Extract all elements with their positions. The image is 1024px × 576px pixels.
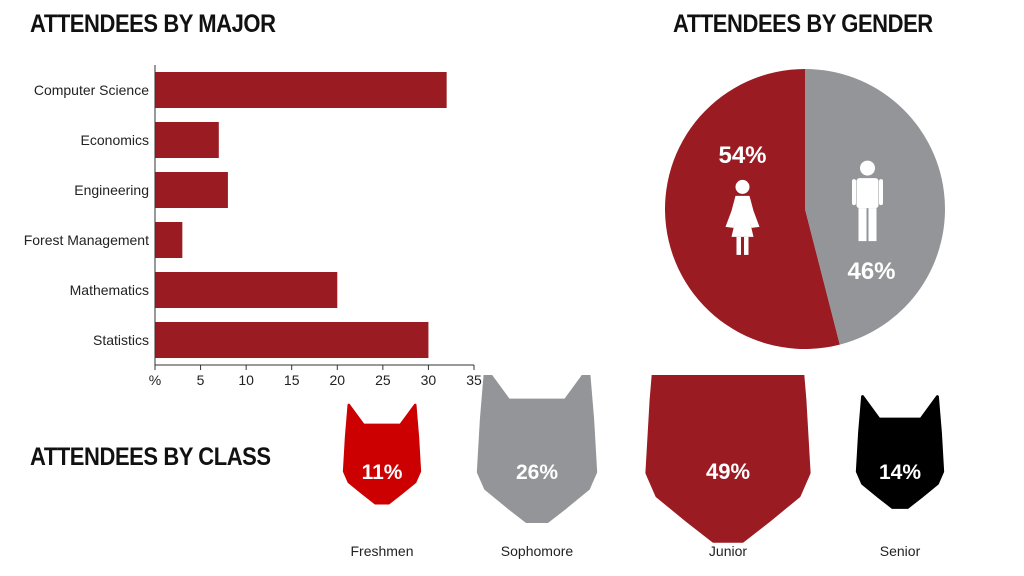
major-x-tick-label: 15 (284, 372, 300, 385)
major-x-tick-label: 5 (197, 372, 205, 385)
major-bar (155, 172, 228, 208)
gender-pie-chart: 54% 46% (665, 69, 946, 349)
major-category-label: Statistics (93, 332, 149, 348)
class-percent-label: 11% (362, 461, 403, 484)
major-category-label: Economics (81, 132, 149, 148)
major-bar (155, 222, 183, 258)
major-x-tick-label: 20 (329, 372, 345, 385)
wolf-head-icon (855, 395, 945, 509)
major-x-tick-label: % (149, 372, 161, 385)
class-name-label: Freshmen (350, 543, 413, 559)
class-percent-label: 14% (879, 461, 921, 484)
gender-percent-label: 54% (718, 142, 766, 169)
gender-chart-title: ATTENDEES BY GENDER (673, 10, 933, 38)
wolf-head-icon (645, 375, 811, 543)
major-x-tick-label: 35 (466, 372, 482, 385)
class-name-label: Sophomore (501, 543, 574, 559)
gender-percent-label: 46% (847, 258, 895, 285)
major-category-label: Mathematics (70, 282, 149, 298)
class-percent-label: 26% (516, 461, 558, 484)
male-icon (852, 160, 884, 242)
major-category-label: Engineering (74, 182, 149, 198)
major-bar (155, 322, 429, 358)
major-bar (155, 122, 219, 158)
major-bar (155, 72, 447, 108)
wolf-head-icon (476, 375, 598, 524)
major-x-tick-label: 30 (421, 372, 437, 385)
major-x-tick-label: 10 (238, 372, 254, 385)
major-category-label: Computer Science (34, 82, 149, 98)
class-name-label: Junior (709, 543, 747, 559)
class-name-label: Senior (880, 543, 921, 559)
class-chart-title: ATTENDEES BY CLASS (30, 443, 271, 471)
class-icon-chart: 11% Freshmen 26% Sophomore 49% Junior 14% Senio… (342, 375, 945, 559)
major-category-label: Forest Management (24, 232, 149, 248)
major-chart-title: ATTENDEES BY MAJOR (30, 10, 276, 38)
female-icon (725, 179, 760, 255)
major-x-tick-label: 25 (375, 372, 391, 385)
major-bar (155, 272, 338, 308)
wolf-head-icon (342, 403, 422, 505)
major-bar-chart: Computer Science Economics Engineering Fore… (24, 65, 482, 385)
class-percent-label: 49% (706, 459, 750, 484)
